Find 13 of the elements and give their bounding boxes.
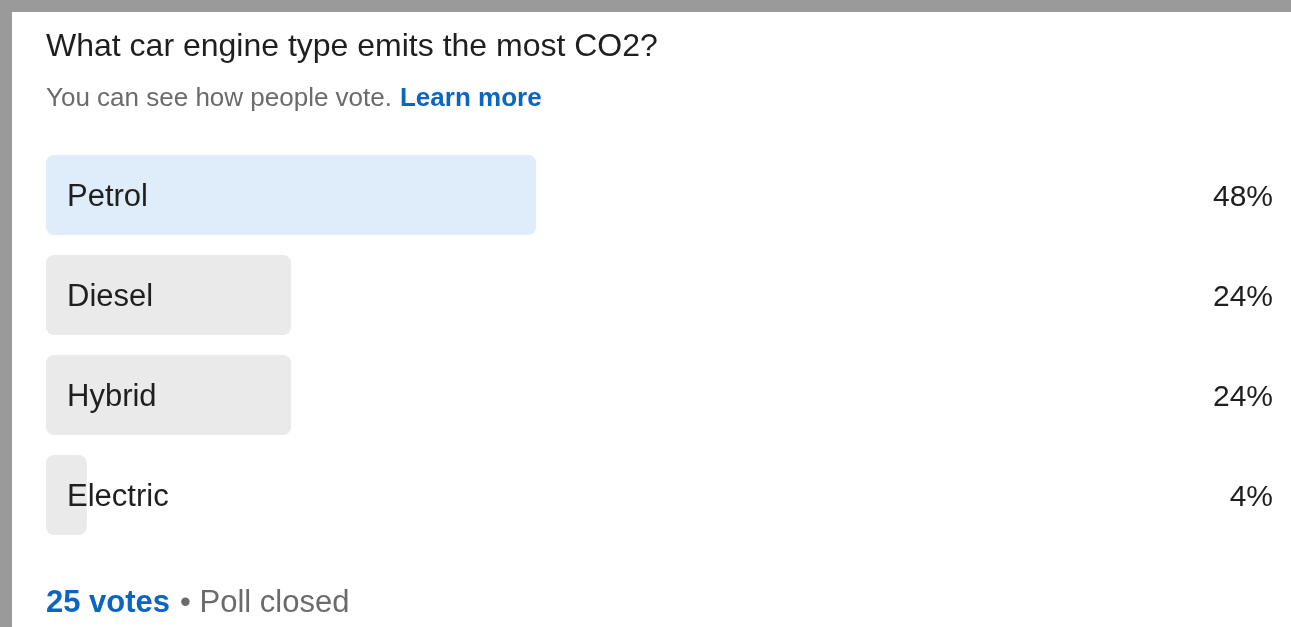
y-tick-label: Diesel xyxy=(67,278,154,313)
data-label: 4% xyxy=(1229,479,1273,512)
data-label: 48% xyxy=(1212,179,1273,212)
data-label: 24% xyxy=(1212,279,1273,312)
y-tick-label: Electric xyxy=(67,478,169,513)
chart-subtitle: You can see how people vote. xyxy=(46,82,392,112)
y-tick-label: Petrol xyxy=(67,178,148,213)
text: • Poll closed xyxy=(180,584,350,619)
chart-title: What car engine type emits the most CO2? xyxy=(46,27,658,63)
text: Learn more xyxy=(399,82,542,112)
data-label: 24% xyxy=(1212,379,1273,412)
text: 25 votes xyxy=(46,584,171,619)
y-tick-label: Hybrid xyxy=(67,378,157,413)
